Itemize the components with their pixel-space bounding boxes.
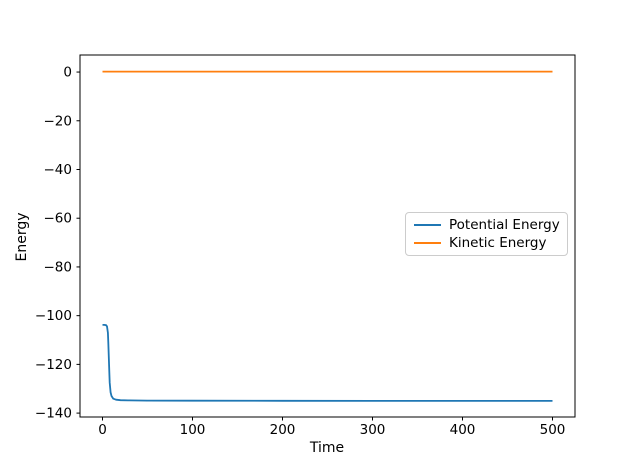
legend-item-kinetic-energy: Kinetic Energy: [414, 234, 559, 252]
x-tick-label: 300: [360, 422, 386, 438]
y-tick-label: −40: [44, 162, 73, 178]
plot-spines: [79, 54, 576, 418]
x-tick-label: 400: [450, 422, 476, 438]
x-tick-label: 500: [540, 422, 566, 438]
y-tick-label: −20: [44, 113, 73, 129]
y-tick-label: −60: [44, 211, 73, 227]
legend-label-potential-energy: Potential Energy: [449, 217, 560, 233]
x-tick-label: 0: [98, 422, 107, 438]
y-tick-label: −100: [35, 308, 72, 324]
y-axis-label: Energy: [14, 212, 30, 262]
x-tick-label: 100: [180, 422, 206, 438]
y-tick-label: −140: [35, 406, 72, 422]
legend-item-potential-energy: Potential Energy: [414, 216, 560, 234]
potential-energy-line: [102, 323, 553, 402]
legend: Potential Energy Kinetic Energy: [405, 212, 568, 256]
kinetic-energy-line-sample: [414, 242, 441, 244]
potential-energy-line-sample: [414, 224, 441, 226]
y-tick-label: −80: [44, 259, 73, 275]
x-tick-label: 200: [270, 422, 296, 438]
y-tick-label: −120: [35, 357, 72, 373]
x-axis-label: Time: [309, 440, 345, 456]
legend-label-kinetic-energy: Kinetic Energy: [449, 235, 547, 251]
y-tick-label: 0: [63, 65, 72, 81]
